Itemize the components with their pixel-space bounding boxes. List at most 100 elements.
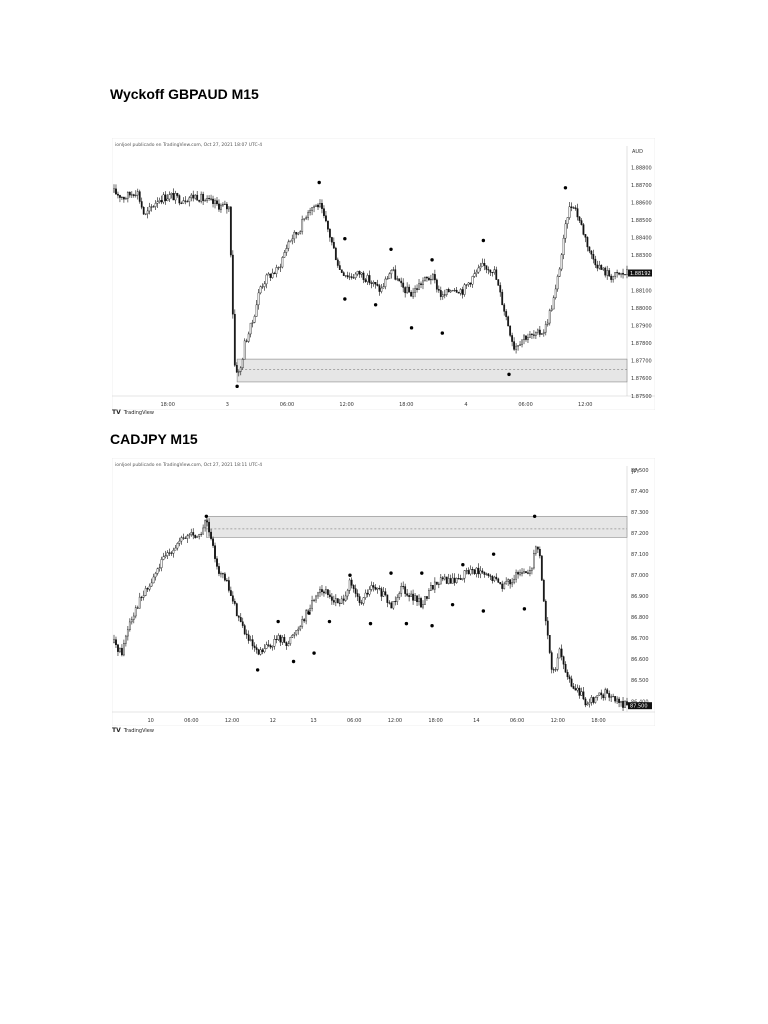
candle	[542, 331, 545, 334]
candle	[531, 333, 533, 335]
candle	[529, 570, 531, 574]
candle	[384, 278, 387, 287]
candle	[586, 703, 589, 706]
candle	[132, 615, 135, 620]
candle	[570, 206, 573, 208]
candle	[424, 277, 426, 282]
y-tick-label: 1.87500	[631, 394, 652, 400]
candle	[588, 246, 591, 252]
candle	[287, 241, 290, 249]
candle	[356, 593, 359, 597]
candle	[392, 269, 395, 271]
swing-point-marker	[389, 571, 393, 575]
candle	[544, 324, 547, 333]
candle	[449, 290, 452, 293]
candle	[346, 275, 349, 278]
chart2-svg[interactable]: ionljoel publicado en TradingView.com, O…	[112, 458, 655, 726]
candle	[523, 335, 525, 341]
x-tick-label: 12:00	[225, 718, 239, 724]
candle	[323, 591, 325, 594]
candle	[229, 206, 232, 256]
candle	[410, 292, 413, 297]
candle	[620, 272, 622, 275]
candle	[441, 577, 444, 580]
candle	[338, 602, 341, 604]
candle	[418, 598, 420, 603]
candle	[279, 266, 282, 268]
candle	[428, 590, 430, 599]
candle	[184, 537, 187, 539]
x-tick-label: 10	[147, 718, 153, 724]
candle	[154, 573, 157, 578]
x-tick-label: 06:00	[280, 402, 294, 408]
candle	[283, 637, 286, 643]
candle	[568, 206, 571, 218]
y-tick-label: 86.800	[631, 615, 649, 621]
candle	[437, 289, 440, 291]
candle	[435, 279, 438, 290]
candle	[332, 242, 335, 249]
candle	[616, 272, 618, 274]
candle	[487, 269, 490, 271]
candle	[548, 635, 551, 653]
candle	[327, 220, 329, 230]
candle	[584, 234, 587, 238]
swing-point-marker	[430, 624, 434, 628]
candle	[220, 204, 222, 210]
range-zone	[236, 358, 628, 383]
candle	[123, 643, 125, 656]
candle	[396, 597, 399, 602]
candle	[525, 571, 527, 573]
candle	[233, 601, 236, 604]
candle	[249, 639, 252, 641]
candle	[152, 576, 155, 584]
candle	[295, 231, 298, 235]
candle	[330, 596, 333, 601]
candle	[626, 269, 628, 275]
candle	[245, 340, 248, 342]
candle	[594, 697, 597, 703]
candle	[119, 647, 121, 652]
swing-point-marker	[368, 621, 373, 626]
swing-point-marker	[430, 258, 434, 262]
candle	[362, 272, 365, 280]
candle	[113, 639, 115, 643]
candle	[370, 282, 373, 284]
candle	[471, 276, 474, 285]
candle	[225, 579, 228, 581]
candle	[441, 294, 444, 297]
candle	[422, 280, 424, 285]
candle	[222, 573, 224, 575]
candle	[534, 331, 537, 336]
candle	[297, 628, 300, 631]
swing-point-marker	[507, 372, 511, 377]
candle	[368, 589, 371, 595]
candle	[348, 579, 351, 591]
candle	[505, 311, 508, 317]
candle	[225, 203, 228, 210]
candle	[182, 200, 185, 204]
candle	[210, 531, 212, 539]
candle	[410, 593, 413, 597]
candle	[214, 545, 216, 559]
candle	[311, 599, 313, 609]
candle	[546, 322, 549, 325]
tradingview-logo-icon: TV	[112, 727, 121, 734]
candle	[275, 267, 278, 274]
candle	[138, 191, 141, 202]
candle	[273, 272, 276, 274]
candle	[150, 582, 153, 587]
candle	[144, 588, 147, 596]
candle	[390, 270, 393, 275]
candle	[285, 642, 288, 646]
candle	[382, 591, 385, 597]
candle	[380, 588, 383, 597]
candle	[572, 686, 575, 689]
candle	[469, 282, 472, 285]
candle	[190, 532, 193, 536]
chart1-svg[interactable]: ionljoel publicado en TradingView.com, O…	[112, 138, 655, 410]
candle	[588, 702, 591, 705]
candle	[168, 194, 171, 200]
candle	[222, 204, 224, 206]
candle	[259, 286, 262, 294]
